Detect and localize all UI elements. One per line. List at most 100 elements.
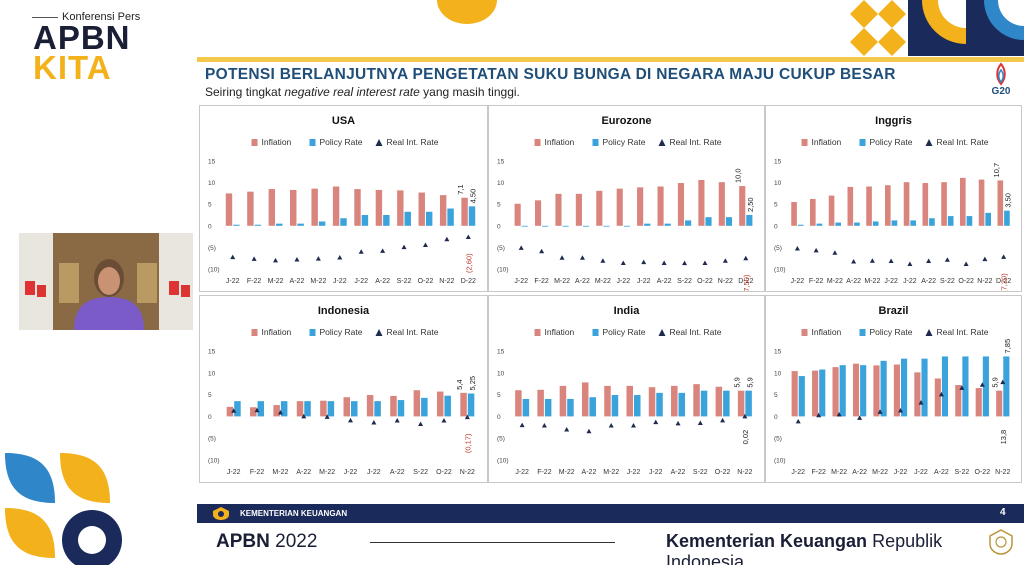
bar-inflation (657, 186, 664, 226)
x-tick-label: A-22 (582, 469, 597, 476)
x-tick-label: F-22 (537, 469, 552, 476)
y-tick-label: 10 (208, 370, 216, 377)
legend-policy-label: Policy Rate (870, 327, 913, 337)
chart-svg-4: India Inflation Policy Rate Real Int. Rate 1… (497, 305, 754, 476)
chart-panel-indonesia: Indonesia Inflation Policy Rate Real Int. R… (199, 295, 488, 483)
marker-real-rate (519, 422, 525, 428)
bottom-apbn-label: APBN 2022 (216, 531, 318, 552)
bottom-ministry-label: Kementerian Keuangan Republik Indonesia (666, 531, 943, 565)
y-tick-label: 15 (774, 349, 782, 356)
bar-inflation (320, 400, 327, 417)
legend-real-label: Real Int. Rate (670, 137, 722, 147)
marker-real-rate (944, 257, 950, 262)
x-tick-label: S-22 (397, 278, 412, 285)
bar-policy-rate (276, 223, 283, 226)
y-tick-label: 10 (497, 180, 505, 187)
y-tick-label: 0 (208, 414, 212, 421)
legend-inflation-label: Inflation (545, 137, 575, 147)
y-tick-label: 15 (208, 349, 216, 356)
marker-real-rate (653, 419, 659, 425)
bar-policy-rate (705, 217, 712, 226)
x-tick-label: A-22 (390, 469, 405, 476)
slide-title: POTENSI BERLANJUTNYA PENGETATAN SUKU BUN… (205, 66, 896, 83)
legend-real-marker (925, 139, 933, 146)
marker-real-rate (869, 258, 875, 263)
marker-real-rate (324, 414, 330, 419)
bar-inflation (671, 385, 678, 417)
bar-policy-rate (521, 225, 528, 227)
x-tick-label: J-22 (637, 278, 651, 285)
marker-real-rate (539, 248, 545, 254)
marker-real-rate (898, 408, 903, 413)
bar-inflation (225, 193, 233, 226)
bar-inflation (559, 385, 567, 417)
x-tick-label: A-22 (296, 469, 311, 476)
x-tick-label: J-22 (894, 469, 908, 476)
y-tick-label: 0 (208, 223, 212, 230)
bar-policy-rate (835, 222, 841, 226)
marker-real-rate (675, 420, 681, 426)
marker-real-rate (907, 261, 913, 267)
y-tick-label: (5) (208, 436, 216, 443)
bar-policy-rate (297, 223, 304, 226)
data-label-policy-rate: 2,50 (746, 197, 755, 212)
y-tick-label: 10 (208, 180, 216, 187)
bar-policy-rate (254, 224, 262, 226)
bar-inflation (575, 193, 582, 226)
bar-inflation (934, 378, 941, 417)
chart-panel-india: India Inflation Policy Rate Real Int. Rate 1… (488, 295, 765, 483)
brand-kita: KITA (33, 49, 112, 86)
bar-inflation (418, 192, 425, 226)
legend-policy-swatch (859, 139, 866, 146)
bar-inflation (922, 183, 929, 226)
x-tick-label: J-22 (914, 469, 928, 476)
brand-subtitle: Konferensi Pers (31, 11, 141, 23)
marker-real-rate (702, 260, 708, 265)
bar-policy-rate (425, 211, 433, 226)
bar-inflation (885, 185, 891, 226)
bar-inflation (812, 370, 819, 417)
y-tick-label: 15 (208, 159, 216, 166)
marker-real-rate (418, 421, 424, 427)
marker-real-rate (836, 411, 842, 417)
marker-real-rate (631, 423, 636, 428)
x-tick-label: S-22 (954, 469, 969, 476)
marker-real-rate (888, 258, 894, 264)
bar-policy-rate (745, 390, 752, 417)
marker-real-rate (251, 256, 257, 261)
marker-real-rate (938, 391, 944, 397)
bar-policy-rate (447, 208, 454, 226)
bar-policy-rate (361, 215, 369, 226)
legend-inflation-swatch (801, 139, 808, 146)
bar-policy-rate (901, 358, 908, 417)
marker-real-rate (743, 255, 749, 261)
marker-real-rate (1000, 379, 1006, 385)
x-tick-label: N-22 (995, 469, 1010, 476)
data-label-real-rate: (2,60) (464, 253, 473, 273)
bar-inflation (893, 364, 900, 417)
x-tick-label: S-22 (693, 469, 708, 476)
x-tick-label: A-22 (934, 469, 949, 476)
y-tick-label: 5 (208, 202, 212, 209)
bar-policy-rate (404, 211, 411, 226)
marker-real-rate (795, 418, 801, 424)
y-tick-label: 5 (497, 392, 501, 399)
marker-real-rate (857, 415, 863, 420)
bar-policy-rate (233, 224, 240, 226)
x-tick-label: J-22 (226, 278, 240, 285)
y-tick-label: (10) (497, 458, 509, 465)
marker-real-rate (559, 255, 565, 260)
marker-real-rate (982, 256, 988, 262)
marker-real-rate (315, 256, 321, 261)
marker-real-rate (380, 248, 386, 253)
y-tick-label: 10 (774, 370, 782, 377)
y-tick-label: 15 (497, 159, 505, 166)
bar-inflation (648, 387, 656, 417)
x-tick-label: J-22 (515, 469, 529, 476)
bar-inflation (677, 183, 685, 226)
x-tick-label: S-22 (413, 469, 428, 476)
ministry-emblem-icon (989, 529, 1013, 555)
legend-real-marker (375, 329, 383, 336)
bar-inflation (247, 191, 254, 226)
bar-policy-rate (1003, 356, 1010, 417)
